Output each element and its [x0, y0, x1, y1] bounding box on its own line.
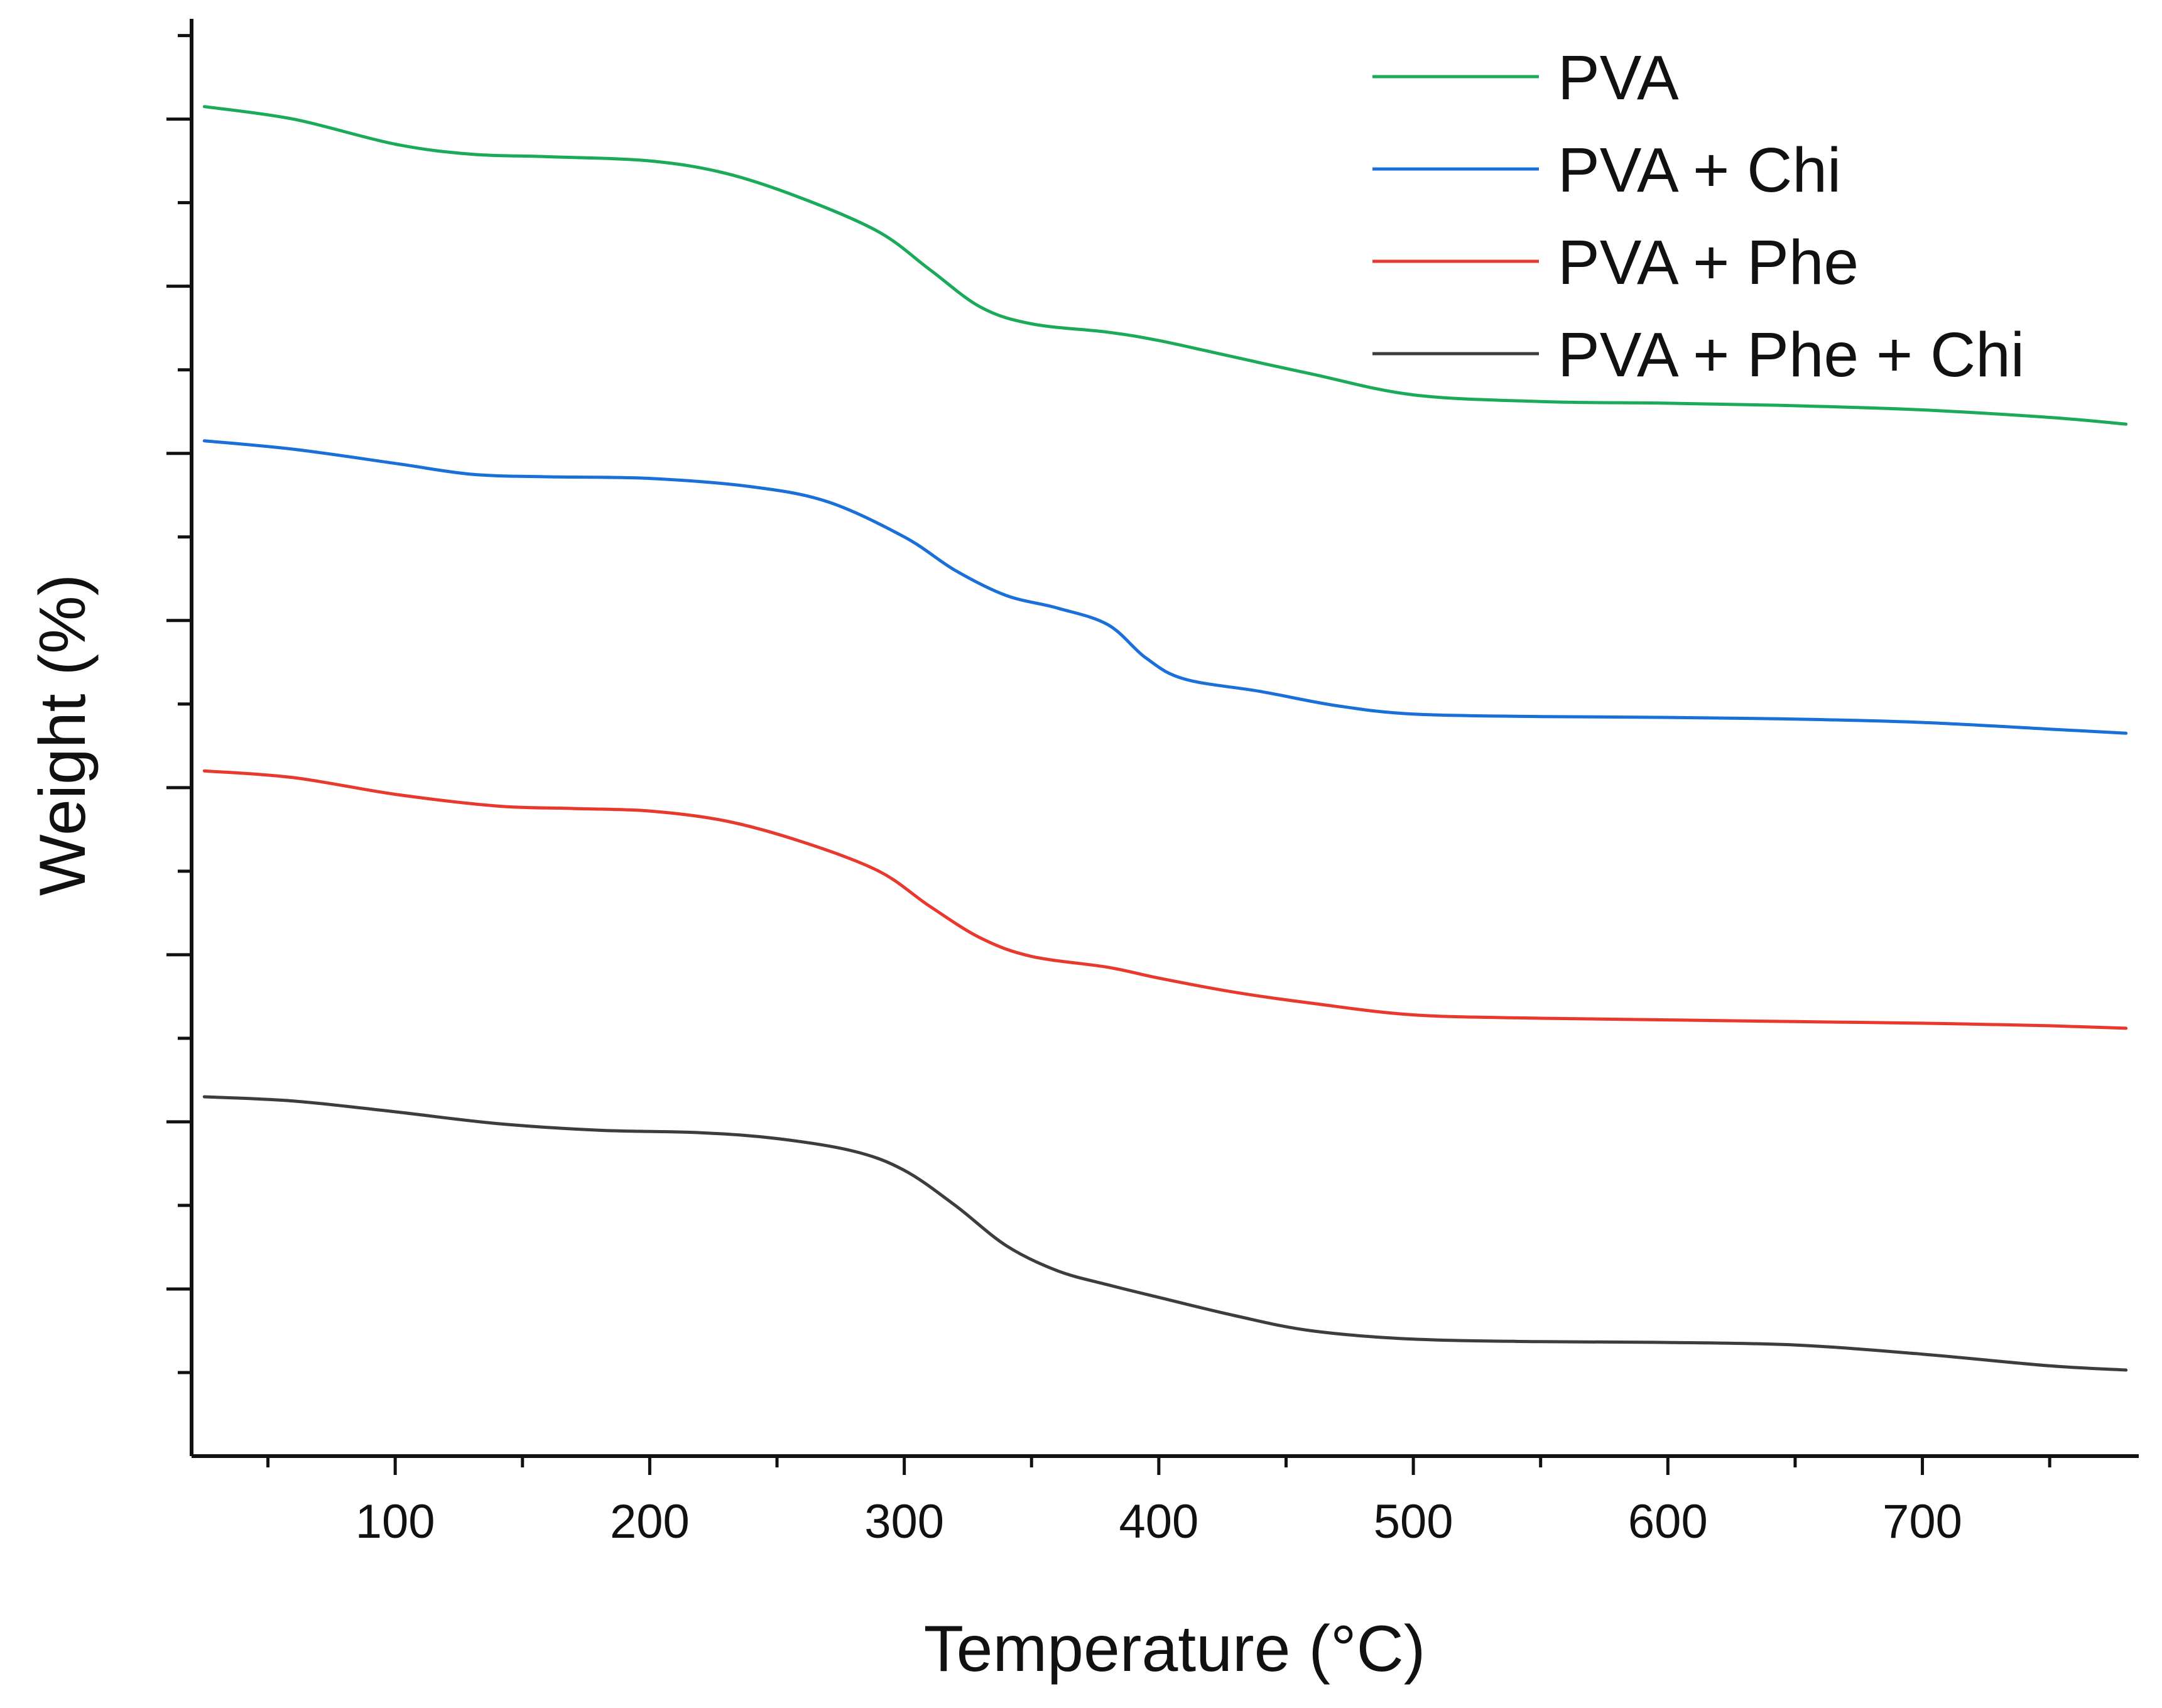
legend-layer: PVA PVA + Chi PVA + Phe PVA + Phe + Chi — [1372, 43, 2024, 390]
x-tick-label: 200 — [610, 1495, 690, 1548]
x-tick-label: 500 — [1374, 1495, 1453, 1548]
series-line-pva — [202, 105, 2128, 426]
x-axis-title: Temperature (°C) — [924, 1613, 1426, 1685]
series-line-pva-phe — [202, 769, 2128, 1030]
ticks-layer: 100 200 300 400 500 600 700 — [166, 34, 2051, 1548]
x-tick-label: 700 — [1882, 1495, 1962, 1548]
x-tick-label: 100 — [356, 1495, 435, 1548]
legend-label-pva: PVA — [1558, 43, 1679, 113]
legend-label-pva-phe: PVA + Phe — [1558, 227, 1859, 298]
x-tick-label: 600 — [1628, 1495, 1708, 1548]
x-tick-label: 400 — [1119, 1495, 1198, 1548]
series-line-pva-chi — [202, 439, 2128, 735]
legend-label-pva-phe-chi: PVA + Phe + Chi — [1558, 320, 2024, 390]
series-line-pva-phe-chi — [202, 1095, 2128, 1372]
axes-layer — [190, 19, 2139, 1458]
series-layer — [202, 105, 2128, 1372]
legend-label-pva-chi: PVA + Chi — [1558, 135, 1841, 205]
y-axis-title: Weight (%) — [26, 574, 99, 896]
x-tick-label: 300 — [864, 1495, 944, 1548]
